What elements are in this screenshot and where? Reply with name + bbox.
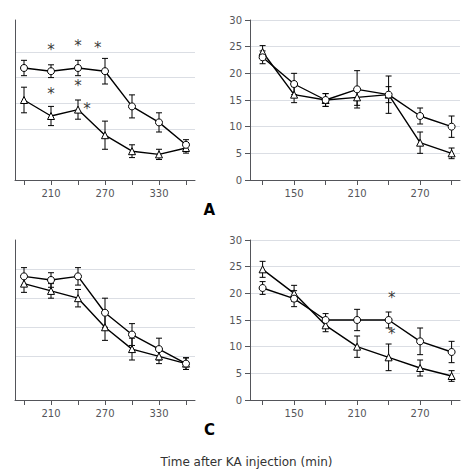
svg-text:5: 5 bbox=[236, 368, 242, 379]
svg-text:270: 270 bbox=[95, 188, 114, 199]
svg-text:25: 25 bbox=[229, 261, 242, 272]
svg-text:330: 330 bbox=[149, 188, 168, 199]
svg-text:*: * bbox=[388, 289, 396, 307]
svg-text:0: 0 bbox=[236, 175, 242, 186]
svg-text:330: 330 bbox=[149, 408, 168, 419]
svg-text:210: 210 bbox=[348, 188, 367, 199]
svg-text:270: 270 bbox=[411, 188, 430, 199]
svg-text:10: 10 bbox=[229, 121, 242, 132]
svg-text:30: 30 bbox=[229, 15, 242, 26]
svg-text:C: C bbox=[204, 421, 215, 439]
svg-text:25: 25 bbox=[229, 41, 242, 52]
svg-text:210: 210 bbox=[41, 188, 60, 199]
svg-text:*: * bbox=[74, 77, 82, 95]
svg-text:*: * bbox=[74, 37, 82, 55]
svg-text:0: 0 bbox=[236, 395, 242, 406]
svg-text:*: * bbox=[47, 85, 55, 103]
svg-text:A: A bbox=[204, 201, 216, 219]
svg-text:15: 15 bbox=[229, 315, 242, 326]
svg-text:*: * bbox=[83, 100, 91, 118]
svg-text:150: 150 bbox=[285, 188, 304, 199]
svg-text:15: 15 bbox=[229, 95, 242, 106]
svg-text:270: 270 bbox=[411, 408, 430, 419]
svg-text:*: * bbox=[47, 41, 55, 59]
svg-text:30: 30 bbox=[229, 235, 242, 246]
svg-text:210: 210 bbox=[41, 408, 60, 419]
svg-text:210: 210 bbox=[348, 408, 367, 419]
svg-text:10: 10 bbox=[229, 341, 242, 352]
svg-text:5: 5 bbox=[236, 148, 242, 159]
svg-text:Time after KA injection (min): Time after KA injection (min) bbox=[159, 455, 332, 469]
svg-text:20: 20 bbox=[229, 288, 242, 299]
svg-text:270: 270 bbox=[95, 408, 114, 419]
svg-text:*: * bbox=[388, 325, 396, 343]
svg-text:*: * bbox=[94, 39, 102, 57]
svg-text:20: 20 bbox=[229, 68, 242, 79]
svg-text:150: 150 bbox=[285, 408, 304, 419]
